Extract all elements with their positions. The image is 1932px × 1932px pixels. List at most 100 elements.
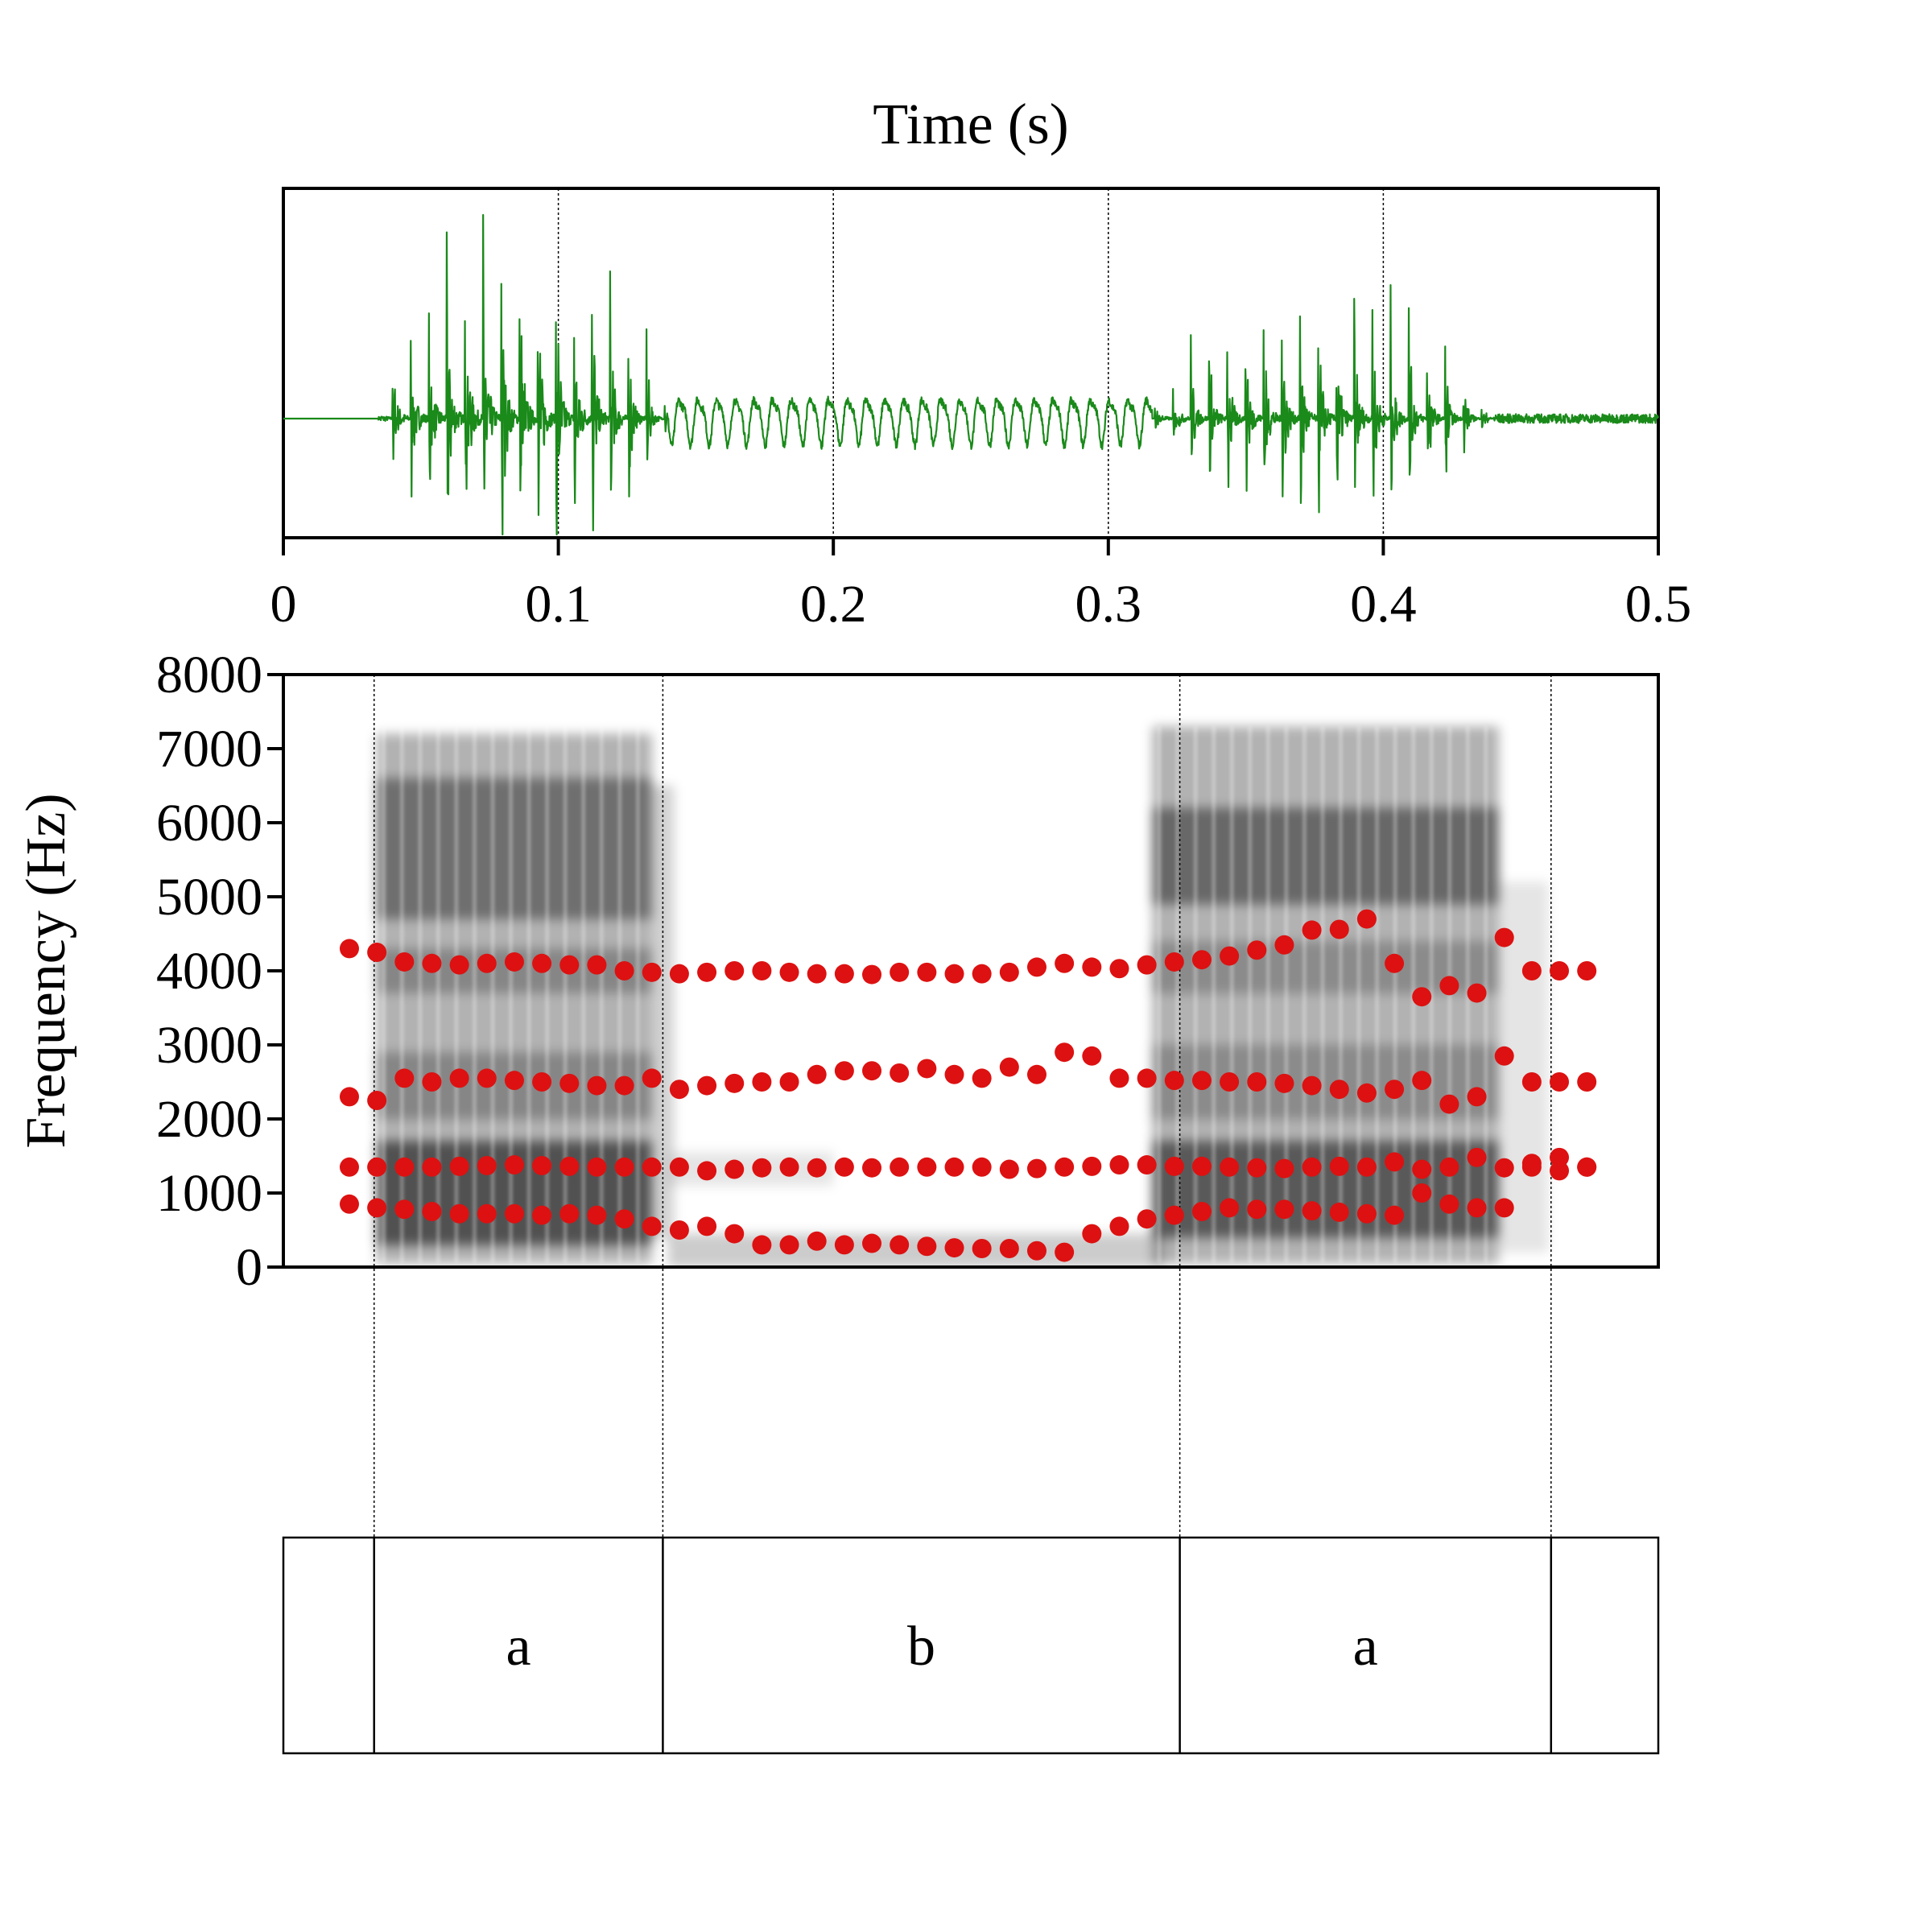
- formant-point: [422, 953, 442, 973]
- formant-point: [1026, 1158, 1046, 1179]
- formant-point: [339, 1087, 359, 1107]
- formant-point: [1082, 1156, 1102, 1176]
- formant-point: [1302, 1075, 1322, 1096]
- formant-point: [779, 1235, 799, 1255]
- time-tick-label: 0.3: [1075, 575, 1142, 634]
- formant-point: [1055, 1157, 1075, 1177]
- pulse-striation: [1302, 726, 1307, 1263]
- formant-point: [834, 1157, 854, 1177]
- formant-point: [752, 1235, 772, 1255]
- formant-point: [1329, 1156, 1349, 1176]
- formant-point: [1439, 976, 1459, 996]
- formant-point: [862, 964, 882, 985]
- formant-point: [559, 955, 580, 975]
- formant-point: [1577, 961, 1597, 980]
- spectrogram-panel: 0 1000 2000 3000 4000 5000 6000 7000 8000 Freque…: [15, 646, 1660, 1538]
- pulse-striation: [1285, 726, 1288, 1263]
- formant-point: [587, 1157, 607, 1177]
- formant-point: [1109, 1068, 1129, 1088]
- formant-point: [999, 962, 1019, 982]
- waveform-frame: [282, 187, 1660, 539]
- formant-point: [1191, 1156, 1212, 1176]
- formant-point: [779, 1072, 799, 1092]
- formant-point: [1137, 955, 1157, 975]
- time-tick-label: 0.1: [525, 575, 592, 634]
- pulse-striation: [491, 726, 494, 1263]
- formant-point: [890, 1157, 910, 1177]
- frequency-tick-label: 1000: [156, 1164, 262, 1223]
- formant-point: [422, 1072, 442, 1092]
- formant-point: [1247, 1072, 1267, 1092]
- pulse-striation: [527, 726, 530, 1263]
- formant-point: [394, 1157, 415, 1177]
- pulse-striation: [1158, 726, 1161, 1263]
- formant-point: [1550, 1072, 1570, 1092]
- formant-tracks: [339, 909, 1597, 1262]
- formant-point: [669, 1157, 689, 1177]
- formant-point: [587, 955, 607, 975]
- formant-point: [449, 1068, 469, 1088]
- formant-point: [1439, 1157, 1459, 1177]
- formant-point: [1439, 1194, 1459, 1214]
- formant-point: [724, 1159, 745, 1179]
- formant-point: [752, 961, 772, 980]
- tier-frame: [282, 1536, 1660, 1755]
- frequency-tick-label: 7000: [156, 720, 262, 778]
- pulse-striation: [636, 726, 640, 1263]
- waveform-panel: 0 0.1 0.2 0.3 0.4 0.5: [270, 187, 1692, 634]
- formant-point: [1055, 1042, 1075, 1063]
- formant-point: [669, 1080, 689, 1100]
- pulse-striation: [1393, 726, 1397, 1263]
- waveform-time-axis: 0 0.1 0.2 0.3 0.4 0.5: [270, 538, 1692, 634]
- pulse-striation: [509, 726, 513, 1263]
- formant-point: [642, 1068, 662, 1088]
- formant-point: [1274, 1073, 1294, 1093]
- energy-band: [377, 778, 652, 919]
- formant-point: [1467, 1147, 1487, 1167]
- formant-point: [614, 1157, 634, 1177]
- waveform-title: Time (s): [873, 92, 1068, 156]
- formant-point: [367, 1198, 387, 1218]
- formant-point: [999, 1057, 1019, 1077]
- formant-point: [724, 1073, 745, 1093]
- formant-point: [697, 1075, 717, 1096]
- pulse-striation: [618, 726, 621, 1263]
- formant-point: [559, 1073, 580, 1093]
- formant-point: [422, 1157, 442, 1177]
- formant-point: [752, 1158, 772, 1178]
- formant-point: [1550, 1147, 1570, 1167]
- tier-interval-label: a: [1353, 1616, 1378, 1678]
- formant-point: [1164, 952, 1184, 972]
- time-tick-label: 0.5: [1625, 575, 1692, 634]
- formant-point: [1302, 1157, 1322, 1177]
- waveform-trace: [283, 213, 1660, 536]
- formant-point: [1220, 1198, 1240, 1218]
- formant-point: [477, 1155, 497, 1175]
- frequency-tick-label: 5000: [156, 868, 262, 927]
- frequency-tick-label: 8000: [156, 646, 262, 704]
- formant-point: [1247, 1199, 1267, 1220]
- formant-point: [1082, 1224, 1102, 1244]
- pulse-striation: [1321, 726, 1324, 1263]
- formant-point: [532, 1072, 552, 1092]
- formant-point: [1302, 920, 1322, 940]
- formant-point: [1521, 961, 1542, 980]
- formant-point: [367, 1091, 387, 1110]
- formant-point: [614, 961, 634, 980]
- formant-point: [1164, 1071, 1184, 1091]
- formant-point: [1220, 1072, 1240, 1092]
- pulse-striation: [455, 726, 458, 1263]
- frequency-tick-label: 4000: [156, 942, 262, 1001]
- formant-point: [1467, 983, 1487, 1003]
- time-tick-label: 0.4: [1350, 575, 1417, 634]
- formant-point: [1412, 1159, 1432, 1179]
- energy-band: [1152, 1141, 1499, 1238]
- formant-point: [834, 964, 854, 984]
- spectrogram-energy: [377, 726, 1549, 1267]
- formant-point: [642, 1157, 662, 1177]
- formant-point: [669, 964, 689, 984]
- formant-point: [587, 1075, 607, 1096]
- formant-point: [890, 962, 910, 982]
- formant-point: [1247, 940, 1267, 960]
